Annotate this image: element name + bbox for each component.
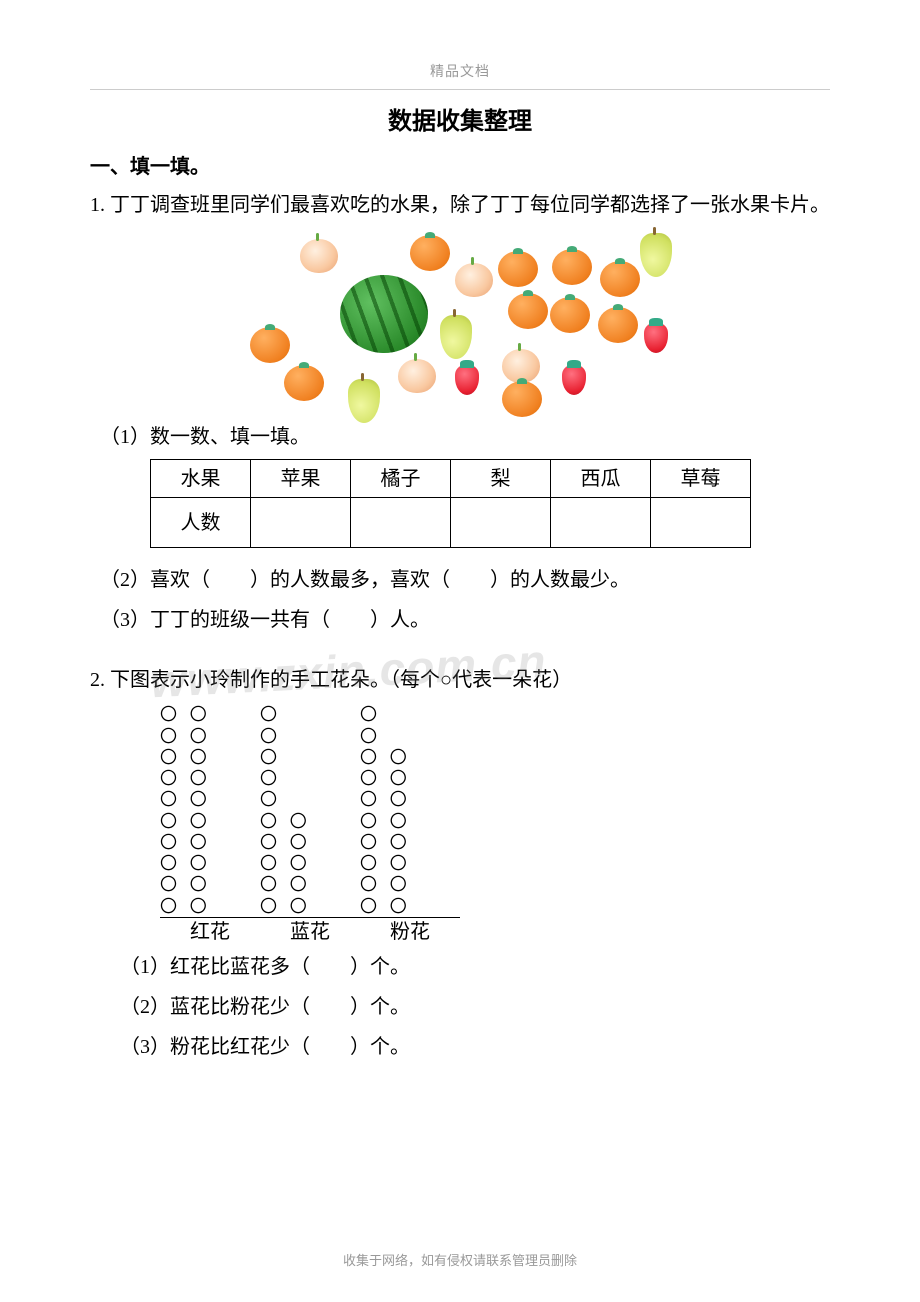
q1-sub3: （3）丁丁的班级一共有（ ）人。: [100, 602, 830, 638]
circle-cell: 〇: [360, 704, 460, 725]
strawberry-icon: [644, 323, 668, 353]
circle-cell: 〇 〇: [360, 832, 460, 853]
table-cell: 水果: [151, 460, 251, 498]
fruit-count-table: 水果 苹果 橘子 梨 西瓜 草莓 人数: [150, 459, 751, 548]
chart-label: 蓝花: [260, 917, 360, 945]
q2-sub2: （2）蓝花比粉花少（ ）个。: [120, 989, 830, 1025]
table-cell: 梨: [451, 460, 551, 498]
strawberry-icon: [455, 365, 479, 395]
table-cell-blank: [251, 498, 351, 548]
circle-cell: 〇 〇: [160, 704, 260, 725]
circle-cell: 〇 〇: [160, 896, 260, 918]
circle-cell: 〇 〇: [360, 789, 460, 810]
q1-sub2: （2）喜欢（ ）的人数最多，喜欢（ ）的人数最少。: [100, 562, 830, 598]
orange-icon: [250, 327, 290, 363]
circle-cell: 〇 〇: [160, 832, 260, 853]
pear-icon: [640, 233, 672, 277]
footer-note: 收集于网络，如有侵权请联系管理员删除: [0, 1249, 920, 1272]
circle-cell: 〇 〇: [160, 811, 260, 832]
circle-cell: 〇 〇: [360, 768, 460, 789]
circle-cell: 〇 〇: [360, 853, 460, 874]
q2-sub1: （1）红花比蓝花多（ ）个。: [120, 949, 830, 985]
circle-cell: 〇 〇: [260, 853, 360, 874]
q2-prompt: 2. 下图表示小玲制作的手工花朵。（每个○代表一朵花）: [90, 662, 830, 698]
q1-prompt: 1. 丁丁调查班里同学们最喜欢吃的水果，除了丁丁每位同学都选择了一张水果卡片。: [90, 187, 830, 223]
table-cell: 西瓜: [551, 460, 651, 498]
table-cell: 苹果: [251, 460, 351, 498]
strawberry-icon: [562, 365, 586, 395]
table-cell-blank: [551, 498, 651, 548]
orange-icon: [498, 251, 538, 287]
circle-cell: 〇 〇: [360, 811, 460, 832]
section-heading-1: 一、填一填。: [90, 149, 830, 185]
circle-cell: 〇: [260, 726, 360, 747]
circle-cell: 〇 〇: [260, 832, 360, 853]
pear-icon: [348, 379, 380, 423]
circle-cell: 〇 〇: [260, 811, 360, 832]
circle-cell: 〇 〇: [160, 789, 260, 810]
circle-cell: 〇 〇: [160, 874, 260, 895]
circle-cell: 〇 〇: [160, 747, 260, 768]
chart-label: 红花: [160, 917, 260, 945]
orange-icon: [502, 381, 542, 417]
fruit-illustration: [240, 231, 680, 411]
q2-sub3: （3）粉花比红花少（ ）个。: [120, 1029, 830, 1065]
page-title: 数据收集整理: [90, 100, 830, 143]
circle-cell: 〇 〇: [260, 874, 360, 895]
orange-icon: [284, 365, 324, 401]
table-cell-blank: [351, 498, 451, 548]
circle-cell: 〇 〇: [160, 853, 260, 874]
circle-cell: 〇 〇: [260, 896, 360, 918]
table-cell: 人数: [151, 498, 251, 548]
circle-chart: 〇 〇〇〇〇 〇〇〇〇 〇〇〇 〇〇 〇〇〇 〇〇 〇〇〇 〇〇 〇〇 〇〇 〇…: [160, 704, 460, 945]
pear-icon: [440, 315, 472, 359]
orange-icon: [410, 235, 450, 271]
circle-cell: 〇: [260, 747, 360, 768]
circle-cell: 〇: [260, 768, 360, 789]
circle-cell: 〇: [260, 789, 360, 810]
apple-icon: [455, 263, 493, 297]
watermelon-icon: [340, 275, 428, 353]
table-cell-blank: [651, 498, 751, 548]
orange-icon: [598, 307, 638, 343]
table-cell: 草莓: [651, 460, 751, 498]
orange-icon: [508, 293, 548, 329]
apple-icon: [300, 239, 338, 273]
orange-icon: [552, 249, 592, 285]
circle-cell: 〇 〇: [360, 896, 460, 918]
q1-sub1: （1）数一数、填一填。: [100, 419, 830, 455]
circle-cell: 〇 〇: [360, 874, 460, 895]
circle-cell: 〇: [260, 704, 360, 725]
table-cell: 橘子: [351, 460, 451, 498]
orange-icon: [600, 261, 640, 297]
circle-cell: 〇: [360, 726, 460, 747]
chart-label: 粉花: [360, 917, 460, 945]
circle-cell: 〇 〇: [160, 726, 260, 747]
circle-cell: 〇 〇: [360, 747, 460, 768]
header-label: 精品文档: [90, 60, 830, 90]
apple-icon: [398, 359, 436, 393]
orange-icon: [550, 297, 590, 333]
table-cell-blank: [451, 498, 551, 548]
circle-cell: 〇 〇: [160, 768, 260, 789]
